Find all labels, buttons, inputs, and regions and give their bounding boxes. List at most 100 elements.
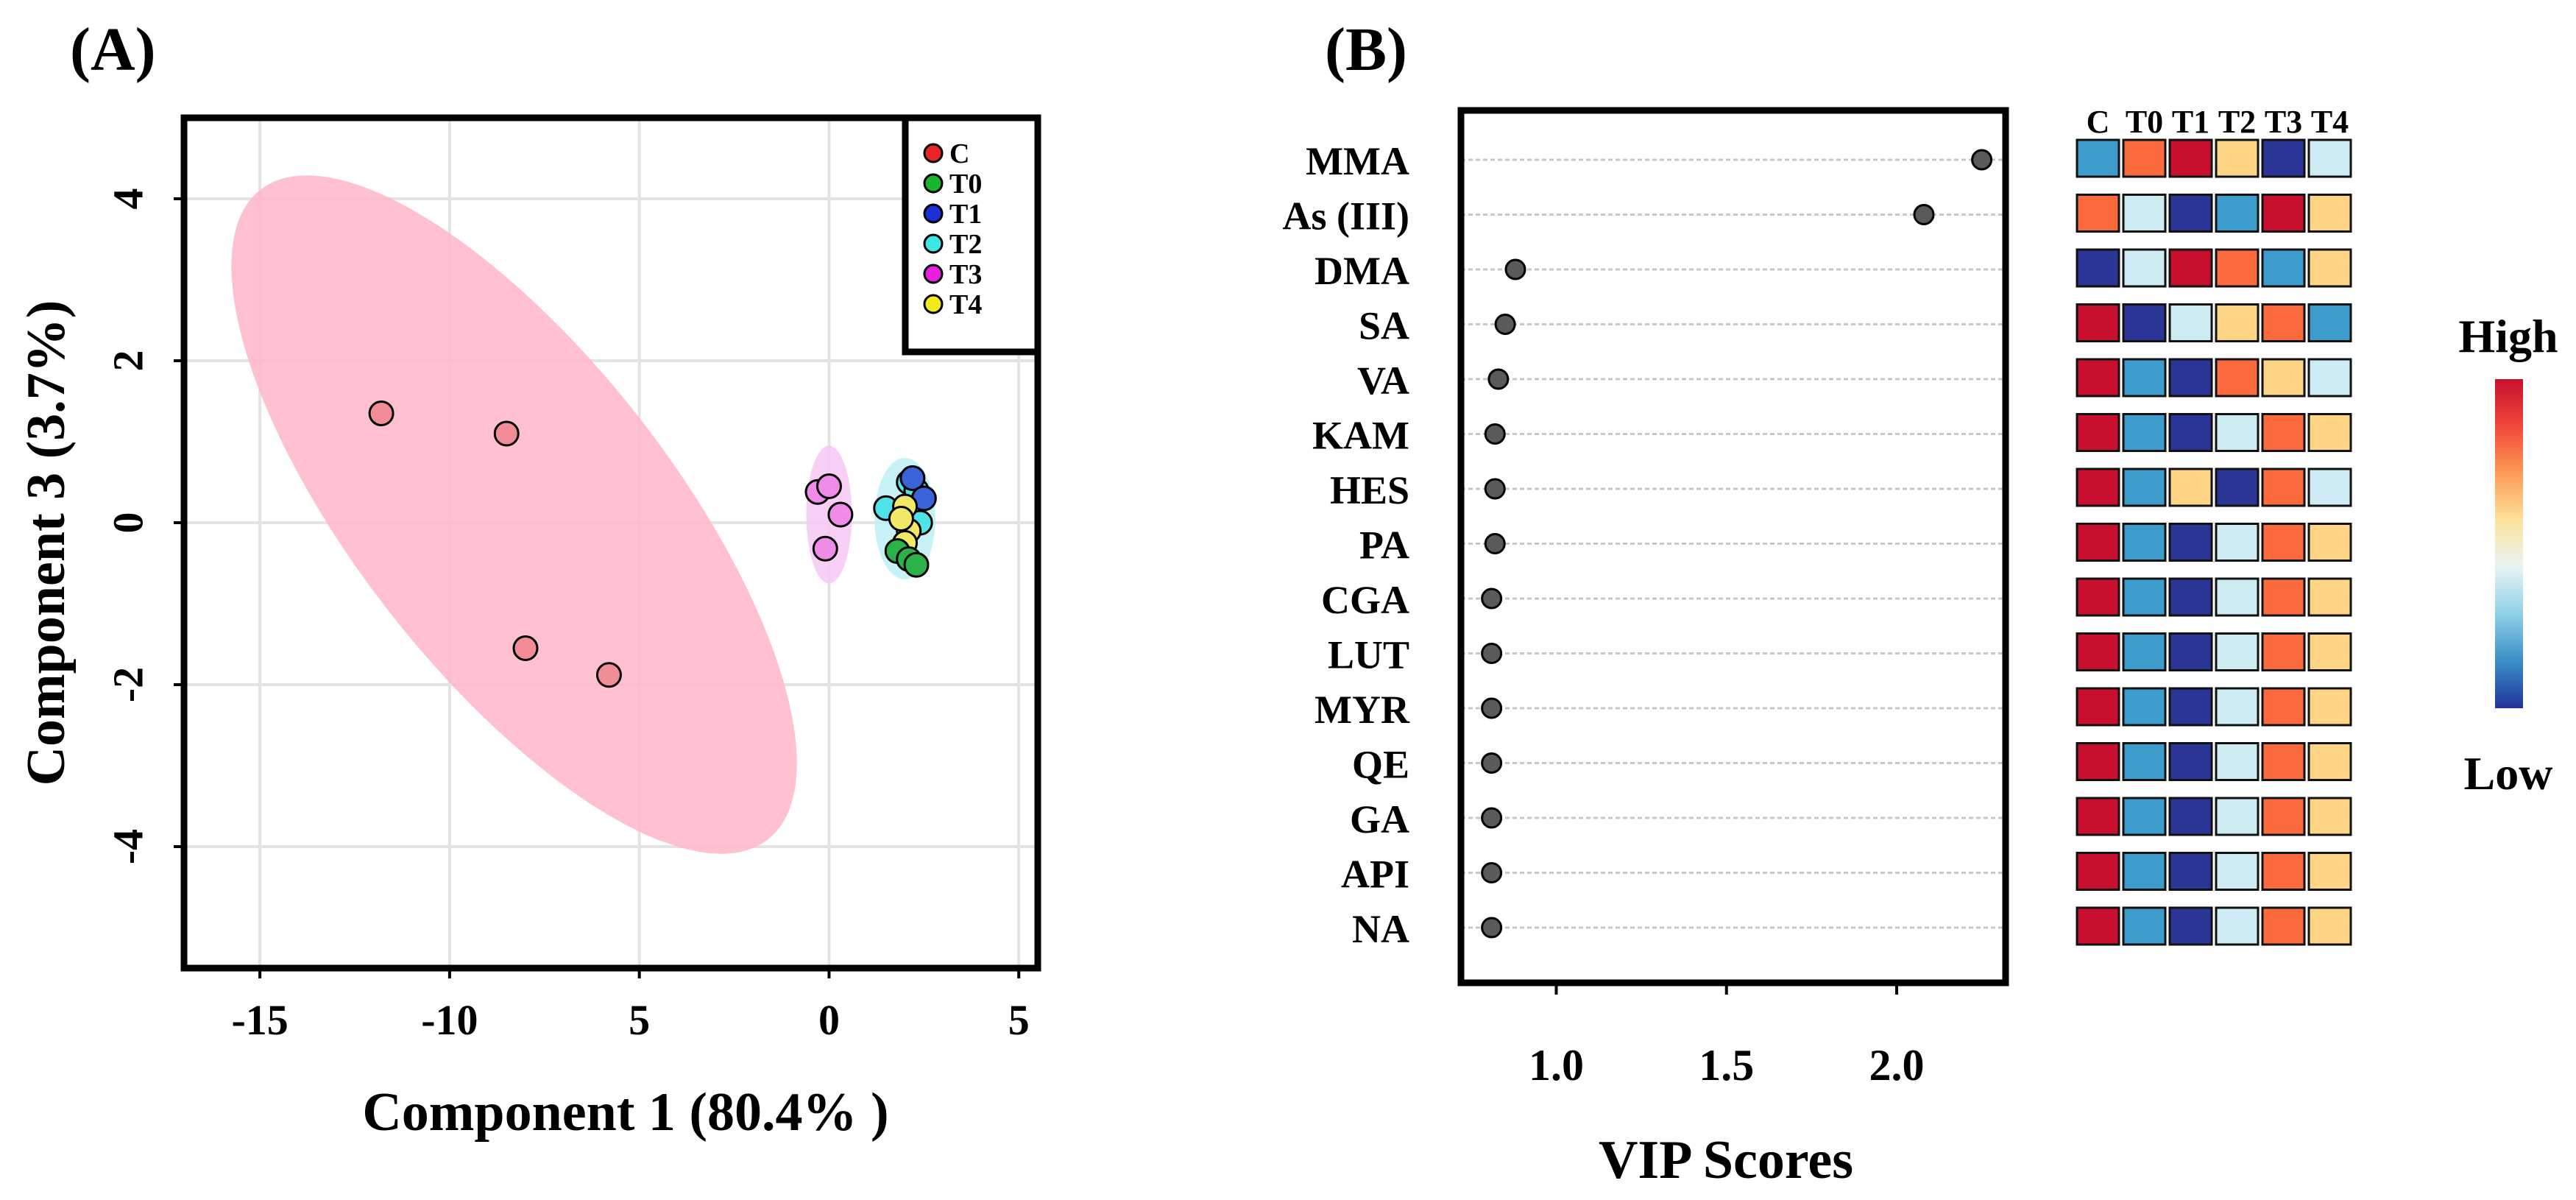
vip-row-label: LUT <box>1328 633 1409 677</box>
heat-cell-API-T0 <box>2122 852 2167 891</box>
vip-point <box>1481 697 1503 719</box>
heat-cell-KAM-C <box>2076 413 2120 452</box>
vip-point <box>1484 423 1506 445</box>
vip-point <box>1481 917 1503 939</box>
heatmap-column-headers: C T0 T1 T2 T3 T4 <box>2087 104 2349 140</box>
vip-points <box>1481 149 1993 939</box>
vip-x-tick-label: 1.0 <box>1529 1041 1584 1090</box>
pca-x-axis-label: Component 1 (80.4% ) <box>362 1082 888 1143</box>
heat-cell-MYR-C <box>2076 687 2120 727</box>
heat-cell-MYR-T0 <box>2122 687 2167 727</box>
heat-cell-API-T3 <box>2261 852 2306 891</box>
legend-label-T0: T0 <box>949 169 982 200</box>
y-tick-label: 4 <box>104 188 152 210</box>
heat-cell-LUT-T2 <box>2215 632 2260 671</box>
pca-x-ticks: -15 -10 5 0 5 <box>231 968 1030 1044</box>
vip-row-labels: MMA As (III) DMA SA VA KAM HES PA CGA LUT MYR QE GA A… <box>1282 139 1410 951</box>
heat-column-header-T3: T3 <box>2265 104 2302 140</box>
vip-point <box>1487 368 1510 390</box>
heat-cell-MMA-T1 <box>2168 138 2213 178</box>
heat-cell-NA-T0 <box>2122 906 2167 946</box>
vip-row-label: NA <box>1352 907 1409 951</box>
heat-cell-PA-C <box>2076 523 2120 562</box>
heat-cell-VA-T2 <box>2215 358 2260 398</box>
vip-point <box>1484 533 1506 554</box>
heat-cell-NA-T2 <box>2215 906 2260 946</box>
point-C <box>368 400 394 426</box>
vip-point <box>1971 149 1993 171</box>
heat-cell-DMA-T4 <box>2307 248 2352 288</box>
panel-a-label: (A) <box>70 15 156 84</box>
heat-cell-MYR-T2 <box>2215 687 2260 727</box>
heat-cell-CGA-T4 <box>2307 577 2352 617</box>
heat-cell-NA-T1 <box>2168 906 2213 946</box>
point-C <box>595 662 622 688</box>
heat-cell-KAM-T3 <box>2261 413 2306 452</box>
vip-point <box>1494 314 1516 335</box>
heat-cell-HES-T2 <box>2215 467 2260 507</box>
heat-cell-LUT-C <box>2076 632 2120 671</box>
vip-row-label: CGA <box>1321 578 1409 622</box>
heat-cell-QE-T1 <box>2168 742 2213 781</box>
heat-cell-PA-T0 <box>2122 523 2167 562</box>
heat-cell-HES-T3 <box>2261 467 2306 507</box>
legend-label-T2: T2 <box>949 229 982 260</box>
heat-cell-GA-T1 <box>2168 797 2213 836</box>
heat-cell-API-C <box>2076 852 2120 891</box>
vip-point <box>1481 752 1503 774</box>
pca-confidence-ellipses <box>231 175 935 854</box>
heat-cell-GA-T2 <box>2215 797 2260 836</box>
heat-cell-GA-T0 <box>2122 797 2167 836</box>
vip-x-axis-label: VIP Scores <box>1599 1130 1853 1190</box>
heat-cell-NA-T3 <box>2261 906 2306 946</box>
heat-cell-GA-T4 <box>2307 797 2352 836</box>
panel-b-label: (B) <box>1325 15 1407 84</box>
heat-cell-HES-C <box>2076 467 2120 507</box>
heat-cell-GA-C <box>2076 797 2120 836</box>
y-tick-label: 2 <box>104 350 152 372</box>
heat-cell-CGA-T3 <box>2261 577 2306 617</box>
point-T3 <box>812 535 838 562</box>
heat-cell-API-T2 <box>2215 852 2260 891</box>
vip-point <box>1481 587 1503 610</box>
legend-marker-T4 <box>923 294 944 314</box>
x-tick-label: 0 <box>818 996 840 1044</box>
point-T0 <box>903 551 930 578</box>
pca-points <box>368 400 937 688</box>
heat-cell-VA-C <box>2076 358 2120 398</box>
y-tick-label: 0 <box>104 512 152 534</box>
heat-cell-QE-T2 <box>2215 742 2260 781</box>
heat-cell-As (III)-T4 <box>2307 194 2352 233</box>
vip-row-label: As (III) <box>1282 194 1409 239</box>
x-tick-label: 5 <box>1008 996 1030 1044</box>
heat-cell-As (III)-C <box>2076 194 2120 233</box>
heat-cell-As (III)-T0 <box>2122 194 2167 233</box>
heat-cell-MMA-T0 <box>2122 138 2167 178</box>
heat-cell-As (III)-T1 <box>2168 194 2213 233</box>
point-T3 <box>827 501 854 528</box>
heat-cell-LUT-T1 <box>2168 632 2213 671</box>
vip-row-label: API <box>1341 853 1409 897</box>
point-T1 <box>899 465 926 491</box>
heat-cell-MMA-C <box>2076 138 2120 178</box>
heat-cell-SA-T0 <box>2122 303 2167 342</box>
legend-marker-T2 <box>923 233 944 254</box>
point-C <box>512 635 539 661</box>
vip-point <box>1484 478 1506 500</box>
vip-row-label: KAM <box>1312 414 1409 458</box>
pca-plot-frame <box>180 114 1041 972</box>
vip-point <box>1481 643 1503 664</box>
y-tick-label: -2 <box>104 667 152 702</box>
vip-gridlines <box>1461 158 2006 929</box>
heat-cell-SA-T2 <box>2215 303 2260 342</box>
heat-cell-VA-T4 <box>2307 358 2352 398</box>
vip-row-label: DMA <box>1314 249 1409 293</box>
ellipse-C <box>231 175 797 854</box>
legend-label-T1: T1 <box>949 199 982 230</box>
vip-row-label: MMA <box>1306 139 1409 183</box>
vip-row-label: PA <box>1359 523 1409 568</box>
x-tick-label: -10 <box>421 996 478 1044</box>
legend-marker-C <box>923 143 944 163</box>
